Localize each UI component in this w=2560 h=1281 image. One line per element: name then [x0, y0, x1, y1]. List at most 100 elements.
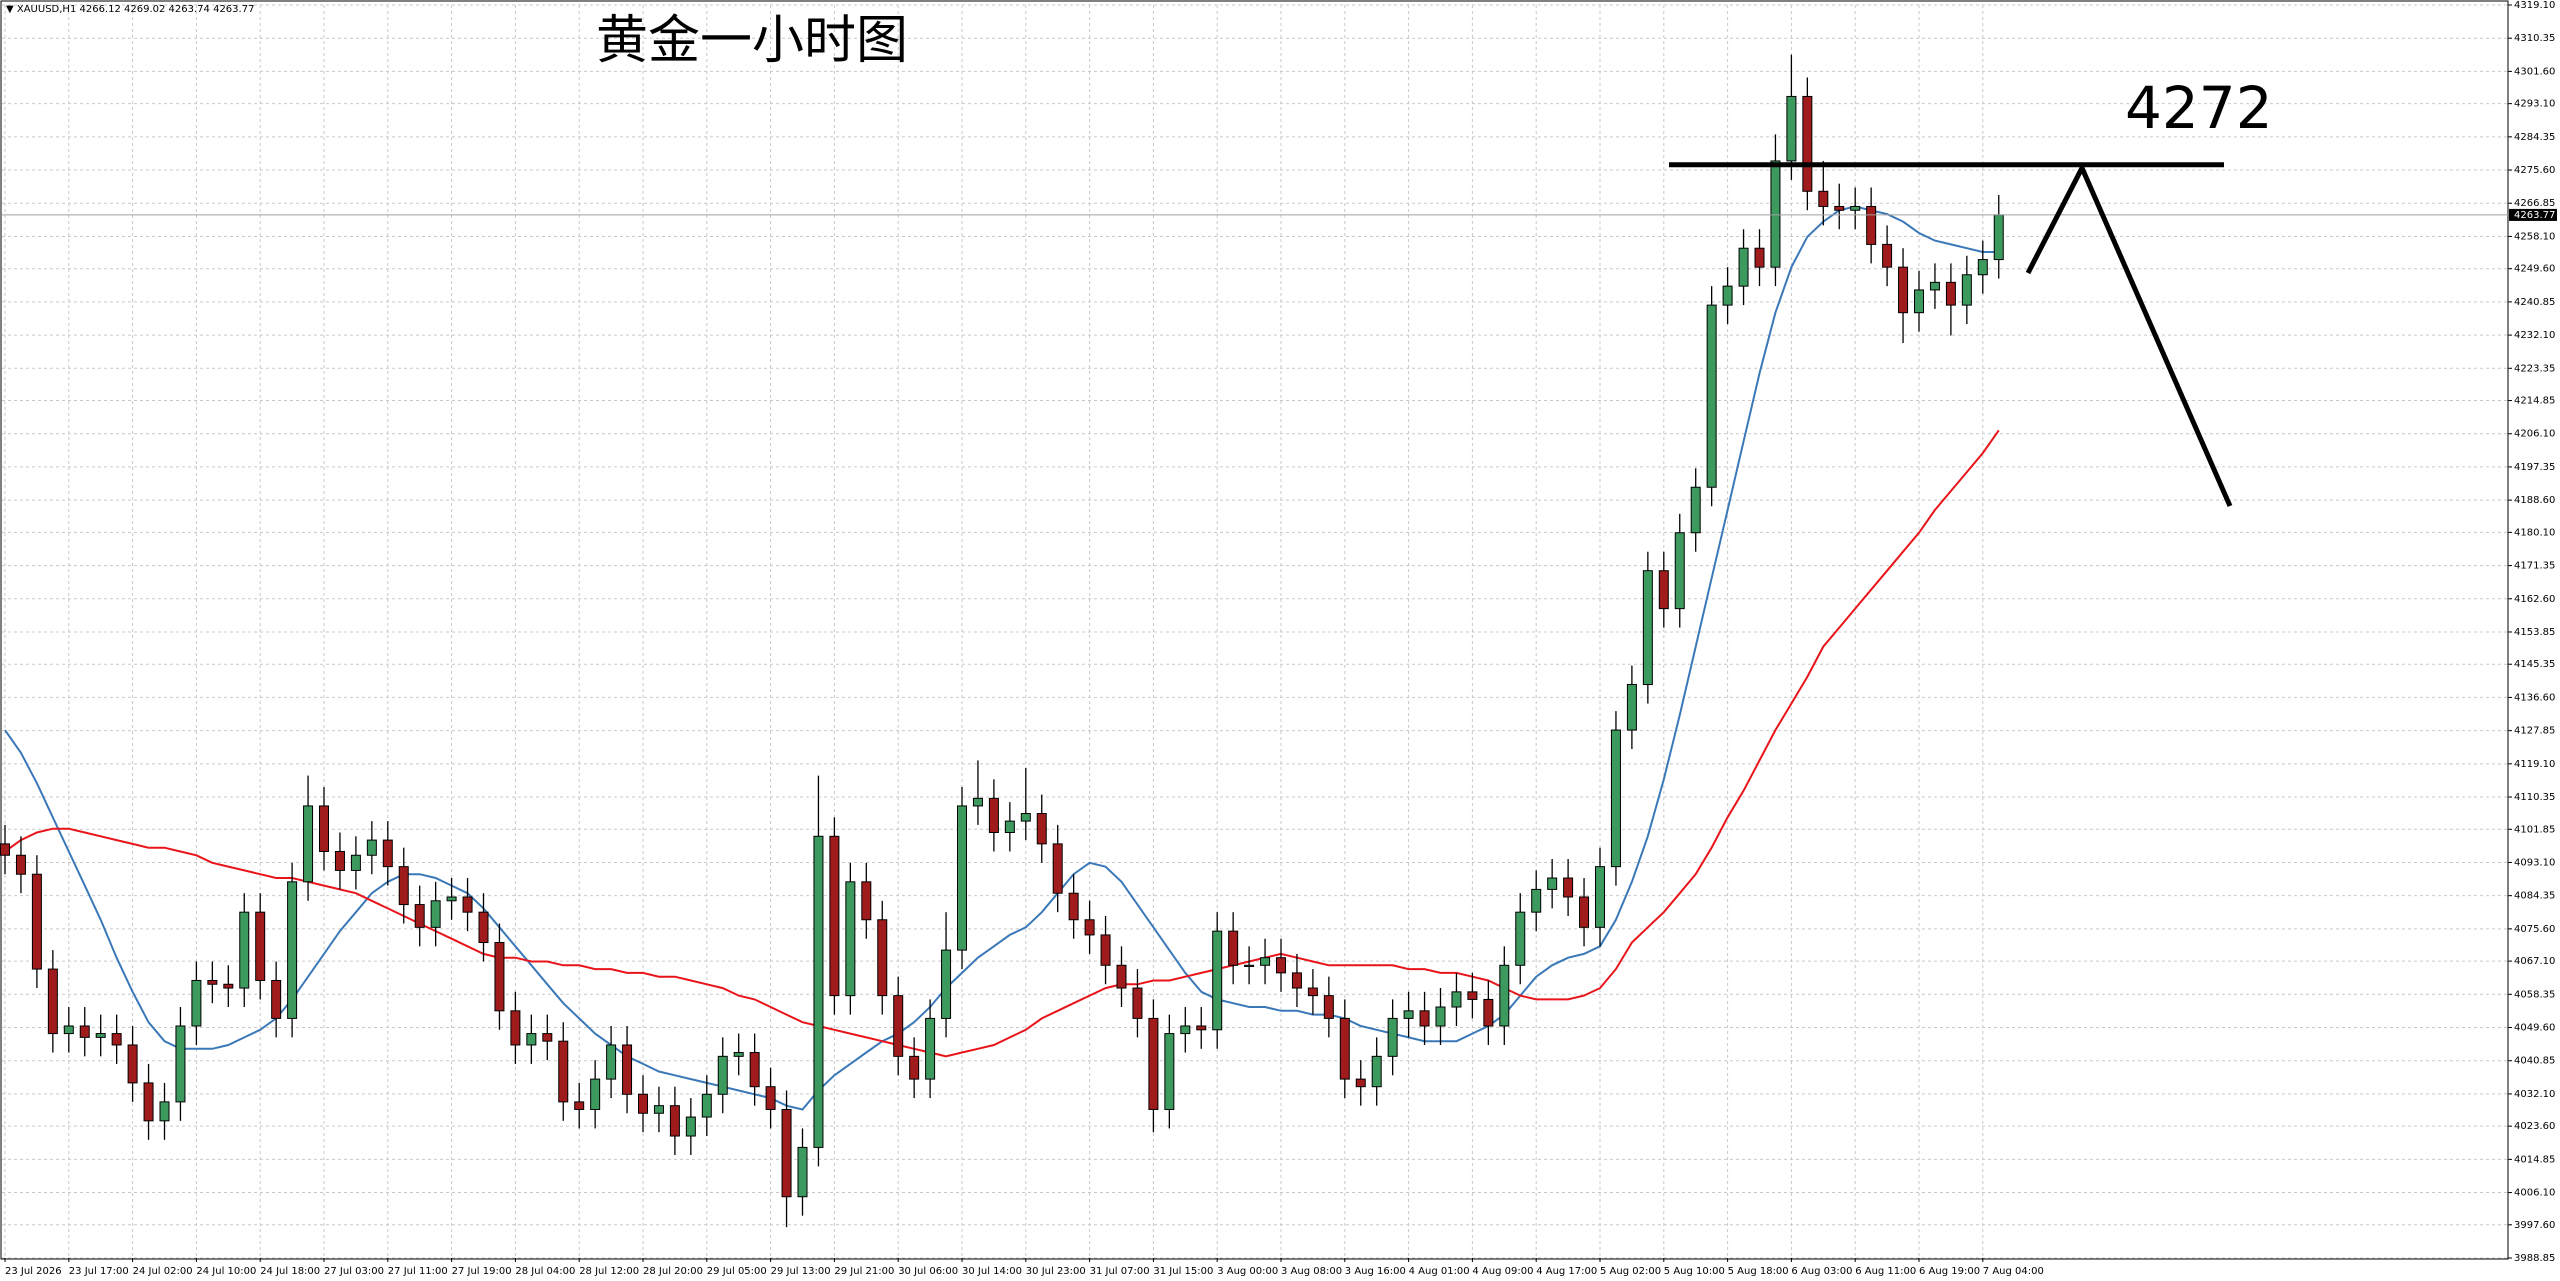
candle-body [1499, 964, 1510, 1027]
candle-body [382, 839, 393, 868]
y-tick-label: 4249.60 [2514, 264, 2555, 275]
candle-body [223, 983, 234, 989]
y-tick-label: 4119.10 [2514, 759, 2555, 770]
y-tick-label: 4284.35 [2514, 132, 2555, 143]
grid [2, 4, 2508, 1259]
candle-body [1993, 214, 2004, 261]
candle-body [1148, 1017, 1159, 1110]
candle-body [1595, 866, 1605, 928]
y-tick-label: 4171.35 [2514, 561, 2555, 572]
candle-body [749, 1052, 760, 1088]
candle-body [733, 1052, 744, 1057]
candle-body [877, 919, 888, 997]
candle-body [1914, 289, 1924, 314]
x-tick-label: 27 Jul 11:00 [388, 1266, 448, 1277]
y-tick-label: 4214.85 [2514, 396, 2555, 407]
candle-body [63, 1025, 74, 1035]
last-price-box [2509, 208, 2557, 221]
candle-body [1929, 281, 1940, 291]
candle-body [1451, 991, 1462, 1008]
candle-body [207, 979, 218, 985]
candle-body [1642, 570, 1653, 686]
y-tick-label: 4101.85 [2514, 824, 2555, 835]
candle-body [1818, 190, 1829, 207]
candle-body [191, 979, 202, 1027]
x-tick-label: 6 Aug 19:00 [1919, 1266, 1980, 1277]
candle-body [1850, 205, 1861, 211]
candle-body [1371, 1055, 1382, 1088]
candle-body [1084, 919, 1095, 936]
x-tick-label: 3 Aug 16:00 [1345, 1266, 1406, 1277]
x-tick-label: 24 Jul 10:00 [196, 1266, 256, 1277]
y-tick-label: 4032.10 [2514, 1089, 2555, 1100]
x-tick-label: 4 Aug 17:00 [1536, 1266, 1597, 1277]
candle-body [606, 1044, 617, 1080]
y-tick-label: 4258.10 [2514, 231, 2555, 242]
x-tick-label: 3 Aug 00:00 [1217, 1266, 1278, 1277]
candle-body [1802, 95, 1813, 192]
candle-body [701, 1093, 712, 1118]
candle-body [462, 896, 473, 913]
candle-body [1961, 274, 1972, 306]
candle-body [1531, 888, 1542, 913]
candle-body [909, 1055, 920, 1080]
candle-body [1754, 247, 1765, 268]
y-tick-label: 4127.85 [2514, 726, 2555, 737]
candle-body [430, 900, 441, 928]
candle-body [398, 866, 409, 906]
candle-body [1563, 877, 1574, 898]
x-tick-label: 29 Jul 05:00 [707, 1266, 767, 1277]
candle-body [1626, 684, 1637, 731]
x-tick-label: 30 Jul 23:00 [1026, 1266, 1086, 1277]
y-tick-label: 4014.85 [2514, 1154, 2555, 1165]
x-tick-label: 31 Jul 15:00 [1153, 1266, 1213, 1277]
x-tick-label: 24 Jul 18:00 [260, 1266, 320, 1277]
candle-body [813, 835, 824, 1148]
candle-body [1435, 1006, 1446, 1027]
y-tick-label: 4197.35 [2514, 462, 2555, 473]
candle-body [15, 854, 26, 875]
candle-body [845, 881, 856, 997]
candle-body [1355, 1078, 1366, 1088]
y-tick-label: 4266.85 [2514, 198, 2555, 209]
candle-body [494, 942, 505, 1012]
candle-body [1467, 991, 1478, 1000]
candle-body [988, 797, 999, 833]
x-tick-label: 24 Jul 02:00 [133, 1266, 193, 1277]
y-tick-label: 4310.35 [2514, 33, 2555, 44]
candle-body [239, 911, 250, 989]
plot-frame [0, 0, 2509, 1260]
candle-body [1866, 205, 1877, 245]
candle-body [1004, 820, 1015, 833]
candle-body [542, 1033, 553, 1042]
y-tick-label: 4162.60 [2514, 594, 2555, 605]
x-tick-label: 27 Jul 19:00 [452, 1266, 512, 1277]
candle-body [127, 1044, 138, 1084]
candle-body [1834, 205, 1845, 211]
candle-body [287, 881, 298, 1019]
y-tick-label: 4153.85 [2514, 627, 2555, 638]
candle-body [0, 843, 10, 856]
candle-body [1898, 266, 1909, 314]
candle-body [638, 1093, 648, 1114]
candle-body [1323, 995, 1334, 1019]
candle-body [1579, 896, 1590, 928]
candle-body [271, 979, 282, 1019]
candle-body [1483, 998, 1494, 1027]
y-tick-label: 4067.10 [2514, 956, 2555, 967]
y-tick-label: 4049.60 [2514, 1023, 2555, 1034]
candle-body [1419, 1010, 1430, 1027]
y-tick-label: 4206.10 [2514, 429, 2555, 440]
y-tick-label: 4180.10 [2514, 527, 2555, 538]
candle-body [1116, 964, 1127, 989]
annotation: 4272 [2125, 74, 2273, 142]
x-tick-label: 6 Aug 03:00 [1791, 1266, 1852, 1277]
candle-body [255, 911, 266, 981]
candle-body [574, 1101, 585, 1110]
candle-body [1515, 911, 1526, 966]
candle-body [1977, 259, 1988, 276]
y-tick-label: 4023.60 [2514, 1121, 2555, 1132]
candle-body [1738, 247, 1749, 287]
candle-body [1706, 304, 1717, 488]
candle-body [31, 873, 42, 970]
